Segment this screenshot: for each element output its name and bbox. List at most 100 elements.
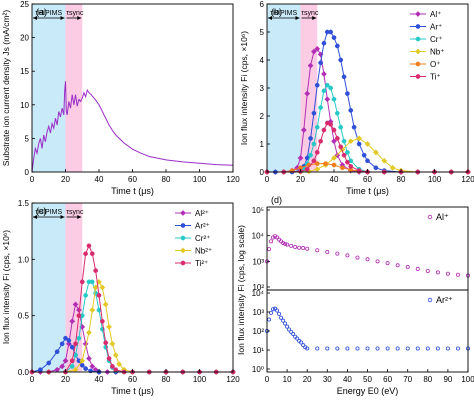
data-point [293,334,298,339]
data-point [116,361,123,368]
time-region [65,4,83,172]
y-tick-label: 10⁴ [252,232,265,241]
x-tick-label: 0 [30,175,35,184]
x-tick-label: 40 [95,375,104,384]
data-point [72,301,79,308]
x-axis-label: Time t (μs) [346,186,389,196]
y-tick-label: 10¹ [252,346,264,355]
data-point [304,90,311,97]
data-point [281,240,286,245]
legend-marker [180,223,186,228]
data-point [79,357,86,364]
x-tick-label: 20 [296,175,305,184]
data-point [335,251,340,256]
data-point [415,267,420,272]
data-point [54,349,60,355]
data-point [415,346,420,351]
y-tick-label: 10³ [252,257,264,266]
data-point [267,247,272,252]
data-point [455,346,460,351]
x-tick-label: 60 [128,175,137,184]
data-point [435,346,440,351]
x-tick-label: 20 [303,375,312,384]
region-label: τHIPIMS [35,10,62,17]
time-region [267,4,301,172]
data-point [341,152,347,158]
data-point [85,355,92,362]
x-tick-label: 70 [403,375,412,384]
data-point [311,110,317,116]
data-point [328,29,333,35]
data-point [66,338,72,343]
subplot [264,234,470,278]
data-point [311,158,317,164]
data-point [341,74,347,80]
data-point [283,321,288,326]
legend-marker [415,48,421,55]
data-point [73,341,78,347]
data-point [281,318,286,323]
data-point [340,165,345,171]
legend-marker [415,36,421,42]
data-point [331,138,337,145]
arrow-head [312,16,317,20]
data-point [275,235,280,240]
subplot [264,306,470,351]
arrow-head [77,16,82,20]
legend-label: Ar⁺ [430,23,442,32]
data-point [275,308,280,313]
data-point [289,329,294,334]
x-tick-label: 10 [283,375,292,384]
legend-label: Nb⁺ [430,48,444,57]
data-point [351,124,357,130]
legend-marker [180,210,186,216]
data-point [267,317,272,322]
y-tick-label: 1.0 [18,255,30,264]
data-point [335,136,340,141]
x-tick-label: 60 [128,375,137,384]
data-point [83,251,88,257]
data-point [385,346,390,351]
y-tick-label: 25 [20,0,29,9]
legend-label: Cr²⁺ [195,234,210,243]
data-point [395,346,400,351]
data-point [59,363,66,370]
data-point [112,352,119,359]
data-point [103,340,109,346]
data-point [405,346,410,351]
region-label: τHIPIMS [35,209,62,216]
x-tick-label: 60 [363,175,372,184]
region-label: τsync [66,209,84,216]
data-point [345,91,350,96]
data-point [323,161,328,166]
legend-marker [427,297,433,303]
x-tick-label: 80 [162,375,171,384]
y-tick-label: 10⁴ [252,289,265,298]
data-point [305,246,310,251]
data-point [311,141,317,147]
data-point [109,340,116,347]
data-point [331,162,337,168]
data-point [331,155,337,161]
data-point [365,158,370,164]
x-tick-label: 0 [265,175,270,184]
panel-label: (d) [271,195,282,205]
data-point [314,45,321,52]
x-tick-label: 90 [443,375,452,384]
arrow-head [60,215,65,219]
x-tick-label: 120 [461,175,474,184]
x-tick-label: 120 [226,375,240,384]
data-point [83,293,88,298]
data-point [328,85,333,91]
y-axis-label: Ion flux intensity Fi (cps, ×10⁶) [239,31,249,145]
panel-label: (c) [36,206,47,216]
data-point [314,82,320,88]
y-tick-label: 0 [260,168,265,177]
region-label: τsync [66,10,84,17]
x-tick-label: 100 [193,175,207,184]
data-point [113,367,119,373]
data-point [385,261,390,266]
data-point [89,279,95,285]
data-point [315,346,320,351]
data-point [69,358,75,364]
